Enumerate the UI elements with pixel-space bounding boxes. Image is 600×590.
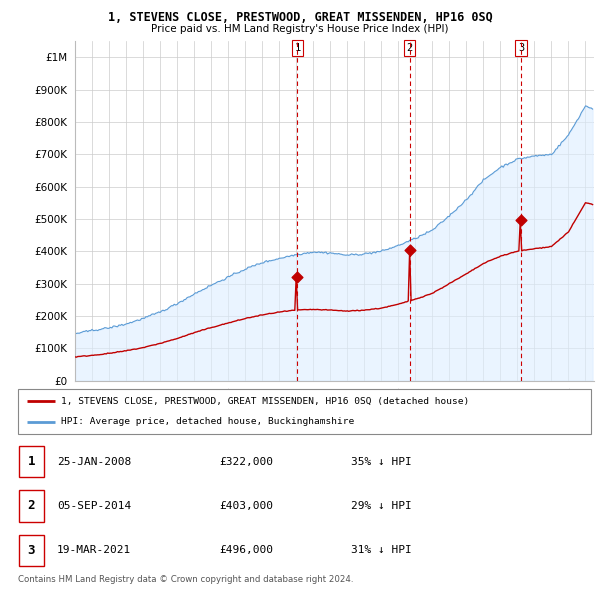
Text: 29% ↓ HPI: 29% ↓ HPI	[351, 501, 412, 511]
Point	[516, 215, 526, 225]
Text: 35% ↓ HPI: 35% ↓ HPI	[351, 457, 412, 467]
Text: 1: 1	[28, 455, 35, 468]
Text: 1, STEVENS CLOSE, PRESTWOOD, GREAT MISSENDEN, HP16 0SQ: 1, STEVENS CLOSE, PRESTWOOD, GREAT MISSE…	[107, 11, 493, 24]
Text: 2: 2	[28, 499, 35, 513]
Text: £403,000: £403,000	[219, 501, 273, 511]
Text: 25-JAN-2008: 25-JAN-2008	[57, 457, 131, 467]
Point	[293, 272, 302, 281]
Text: 05-SEP-2014: 05-SEP-2014	[57, 501, 131, 511]
Text: £496,000: £496,000	[219, 545, 273, 555]
Text: HPI: Average price, detached house, Buckinghamshire: HPI: Average price, detached house, Buck…	[61, 417, 354, 426]
Text: Price paid vs. HM Land Registry's House Price Index (HPI): Price paid vs. HM Land Registry's House …	[151, 24, 449, 34]
Text: 19-MAR-2021: 19-MAR-2021	[57, 545, 131, 555]
Text: 31% ↓ HPI: 31% ↓ HPI	[351, 545, 412, 555]
Text: 1, STEVENS CLOSE, PRESTWOOD, GREAT MISSENDEN, HP16 0SQ (detached house): 1, STEVENS CLOSE, PRESTWOOD, GREAT MISSE…	[61, 397, 469, 406]
Text: 1: 1	[294, 43, 301, 53]
Text: 3: 3	[518, 43, 524, 53]
Text: £322,000: £322,000	[219, 457, 273, 467]
Text: Contains HM Land Registry data © Crown copyright and database right 2024.: Contains HM Land Registry data © Crown c…	[18, 575, 353, 584]
Text: 2: 2	[407, 43, 413, 53]
Point	[405, 245, 415, 255]
Text: 3: 3	[28, 543, 35, 557]
